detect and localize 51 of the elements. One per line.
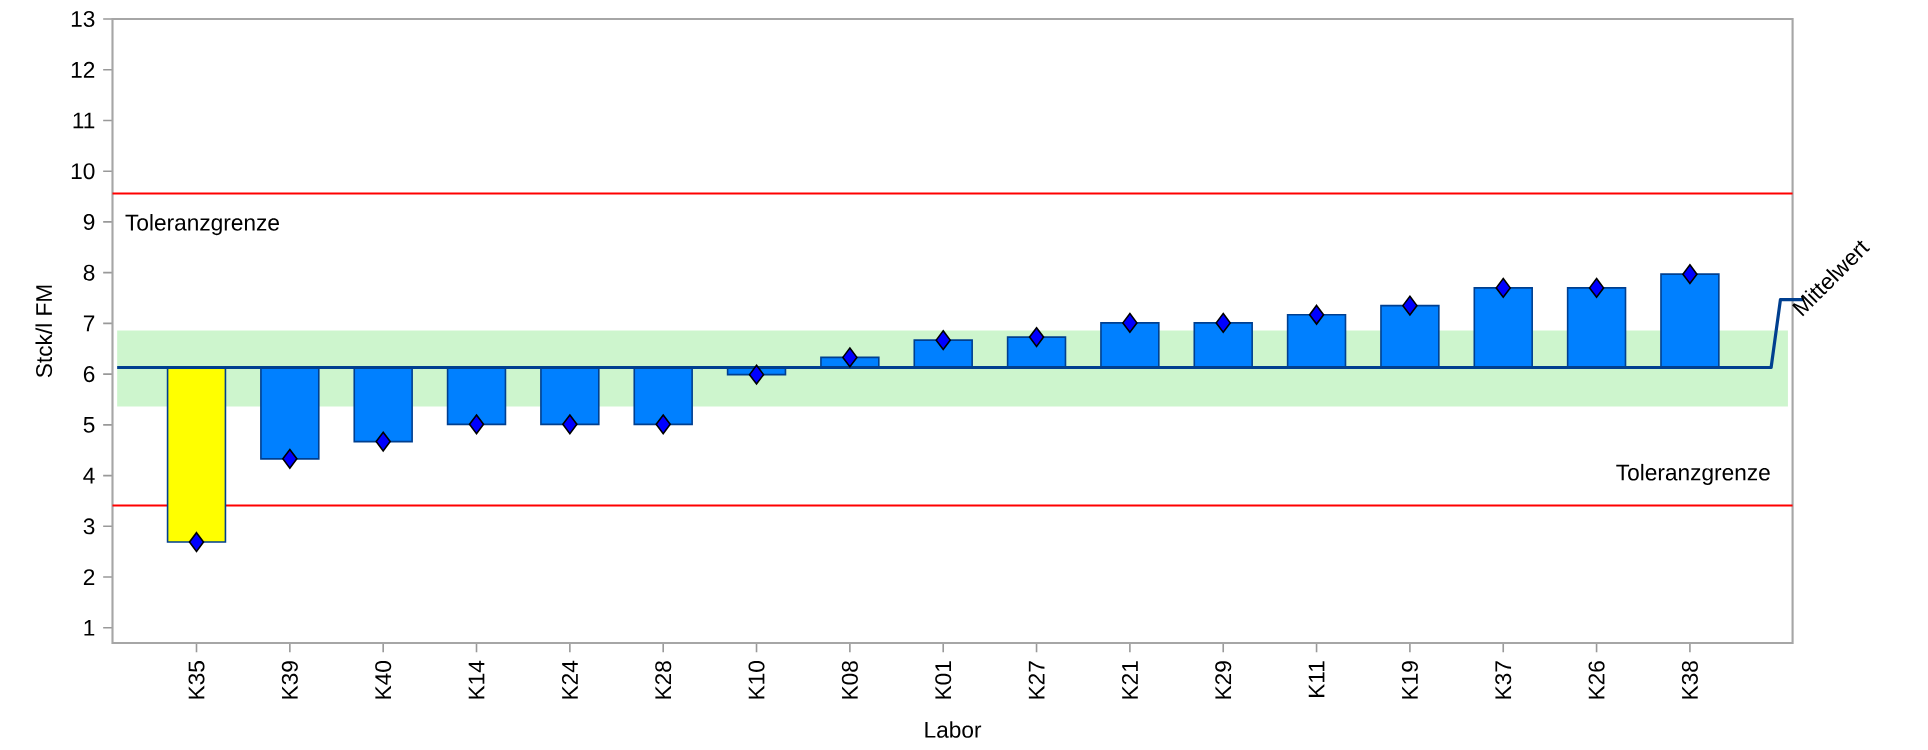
point xyxy=(1308,304,1325,325)
point xyxy=(1028,326,1045,348)
point xyxy=(188,531,205,553)
y-tick-label: 1 xyxy=(84,619,95,636)
x-tick-label: K21 xyxy=(1121,661,1138,699)
y-tick-label: 12 xyxy=(71,61,95,78)
x-tick-label: K35 xyxy=(188,661,205,699)
x-tick-label: K08 xyxy=(841,661,858,699)
x-tick-label: K28 xyxy=(655,661,672,699)
x-tick-label: K10 xyxy=(748,661,765,699)
point xyxy=(1682,264,1698,285)
point xyxy=(282,448,298,469)
y-tick-label: 13 xyxy=(71,10,95,28)
point xyxy=(748,364,765,385)
y-tick-label: 7 xyxy=(83,315,95,332)
x-axis-title: Labor xyxy=(925,721,982,738)
point xyxy=(1215,312,1232,334)
x-tick-label: K24 xyxy=(561,660,578,699)
y-tick-label: 3 xyxy=(83,518,95,535)
x-tick-label: K37 xyxy=(1495,661,1512,699)
point xyxy=(562,414,578,435)
point xyxy=(1495,277,1512,299)
x-tick-label: K27 xyxy=(1028,661,1045,699)
point xyxy=(1588,277,1605,299)
ref-line-label: Toleranzgrenze xyxy=(1616,463,1770,486)
point xyxy=(842,347,858,368)
point xyxy=(1402,295,1418,316)
x-tick-label: K11 xyxy=(1308,661,1325,697)
x-tick-label: K19 xyxy=(1401,661,1418,699)
point xyxy=(1122,312,1138,334)
y-tick-label: 5 xyxy=(83,416,95,433)
ref-line-label: Toleranzgrenze xyxy=(125,214,279,236)
point xyxy=(468,414,485,435)
y-tick-label: 10 xyxy=(71,163,95,180)
x-tick-label: K39 xyxy=(281,661,298,699)
point xyxy=(935,330,952,351)
y-axis-title: Stck/l FM xyxy=(35,285,53,378)
y-tick-label: 8 xyxy=(83,264,95,281)
x-tick-label: K14 xyxy=(468,660,485,699)
y-tick-label: 6 xyxy=(83,366,95,383)
x-tick-label: K38 xyxy=(1681,661,1698,699)
point xyxy=(655,414,671,435)
point xyxy=(375,431,391,452)
y-tick-label: 11 xyxy=(73,112,95,129)
x-tick-label: K29 xyxy=(1215,661,1232,699)
y-tick-label: 2 xyxy=(83,569,95,585)
y-tick-label: 9 xyxy=(83,213,95,230)
x-tick-label: K26 xyxy=(1588,661,1605,699)
y-tick-label: 4 xyxy=(83,467,95,484)
x-tick-label: K40 xyxy=(375,661,392,699)
x-tick-label: K01 xyxy=(935,661,952,699)
